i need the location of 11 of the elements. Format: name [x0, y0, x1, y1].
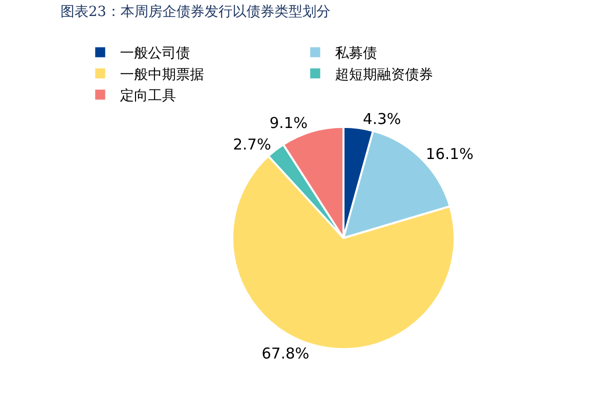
legend-label: 超短期融资债券 [335, 66, 434, 83]
data-label: 67.8% [262, 344, 310, 362]
legend-label: 定向工具 [120, 88, 176, 104]
legend-label: 一般中期票据 [120, 66, 204, 83]
data-label: 4.3% [362, 110, 402, 128]
chart-title: 图表23：本周房企债券发行以债券类型划分 [60, 4, 330, 20]
data-label: 16.1% [426, 145, 474, 164]
legend-label: 一般公司债 [120, 46, 190, 62]
data-label: 2.7% [232, 135, 272, 154]
legend-label: 私募债 [335, 46, 378, 62]
data-label: 9.1% [269, 114, 308, 132]
